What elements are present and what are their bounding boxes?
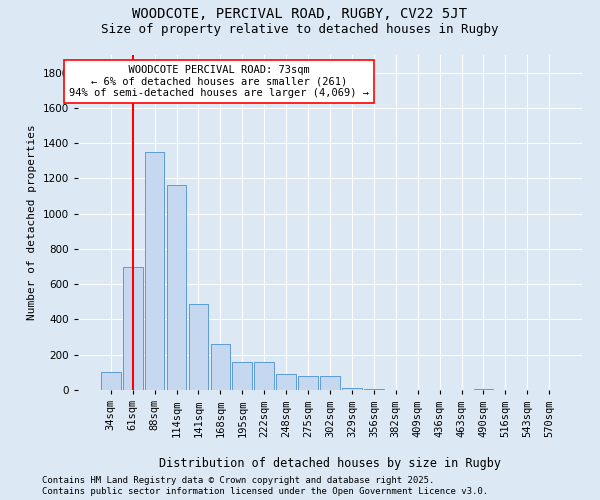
Text: WOODCOTE PERCIVAL ROAD: 73sqm  
← 6% of detached houses are smaller (261)
94% of: WOODCOTE PERCIVAL ROAD: 73sqm ← 6% of de… — [69, 65, 369, 98]
Bar — [276, 374, 296, 390]
Bar — [123, 266, 143, 390]
Bar — [298, 376, 318, 390]
Text: Distribution of detached houses by size in Rugby: Distribution of detached houses by size … — [159, 458, 501, 470]
Bar — [211, 344, 230, 390]
Text: Contains public sector information licensed under the Open Government Licence v3: Contains public sector information licen… — [42, 488, 488, 496]
Text: WOODCOTE, PERCIVAL ROAD, RUGBY, CV22 5JT: WOODCOTE, PERCIVAL ROAD, RUGBY, CV22 5JT — [133, 8, 467, 22]
Text: Size of property relative to detached houses in Rugby: Size of property relative to detached ho… — [101, 22, 499, 36]
Bar — [145, 152, 164, 390]
Bar — [364, 389, 384, 390]
Bar — [232, 362, 252, 390]
Bar — [167, 186, 187, 390]
Bar — [254, 362, 274, 390]
Text: Contains HM Land Registry data © Crown copyright and database right 2025.: Contains HM Land Registry data © Crown c… — [42, 476, 434, 485]
Bar — [320, 376, 340, 390]
Bar — [188, 304, 208, 390]
Bar — [342, 388, 362, 390]
Y-axis label: Number of detached properties: Number of detached properties — [27, 124, 37, 320]
Bar — [101, 372, 121, 390]
